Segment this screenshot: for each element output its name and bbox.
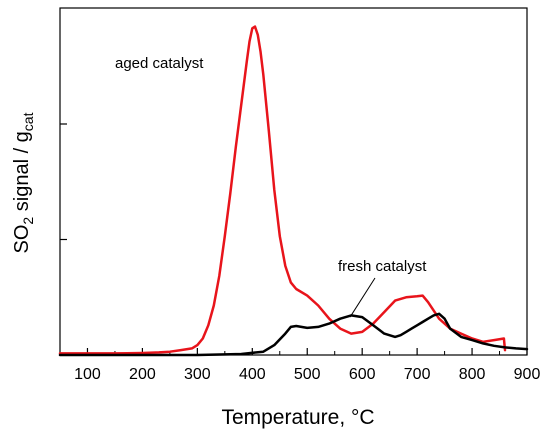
x-axis-title: Temperature, °C <box>221 406 374 429</box>
x-tick-label: 800 <box>459 366 486 383</box>
tick-label-group: 100 200 300 400 500 600 700 800 900 <box>74 366 540 383</box>
x-tick-label: 500 <box>294 366 321 383</box>
y-axis-title-mid: signal / g <box>11 131 33 217</box>
plot-frame <box>59 7 528 356</box>
annotation-aged-catalyst: aged catalyst <box>115 55 204 72</box>
y-axis-title-sub: 2 <box>20 217 36 225</box>
tick-group <box>60 123 528 355</box>
x-tick-label: 700 <box>404 366 431 383</box>
y-axis-title-sub2: cat <box>20 112 36 131</box>
annotation-leader-line <box>349 277 376 318</box>
y-axis-title-main: SO <box>11 225 33 254</box>
annotation-fresh-catalyst: fresh catalyst <box>338 258 427 275</box>
y-axis-title: SO2 signal / gcat <box>11 112 36 253</box>
series-line-aged <box>58 25 507 355</box>
x-tick-label: 600 <box>349 366 376 383</box>
series-group <box>58 25 529 357</box>
x-tick-label: 300 <box>184 366 211 383</box>
x-tick-label: 900 <box>514 366 541 383</box>
x-tick-label: 400 <box>239 366 266 383</box>
x-tick-label: 200 <box>129 366 156 383</box>
series-line-fresh <box>58 312 529 357</box>
x-tick-label: 100 <box>74 366 101 383</box>
annotation-group: aged catalyst fresh catalyst <box>115 55 427 318</box>
